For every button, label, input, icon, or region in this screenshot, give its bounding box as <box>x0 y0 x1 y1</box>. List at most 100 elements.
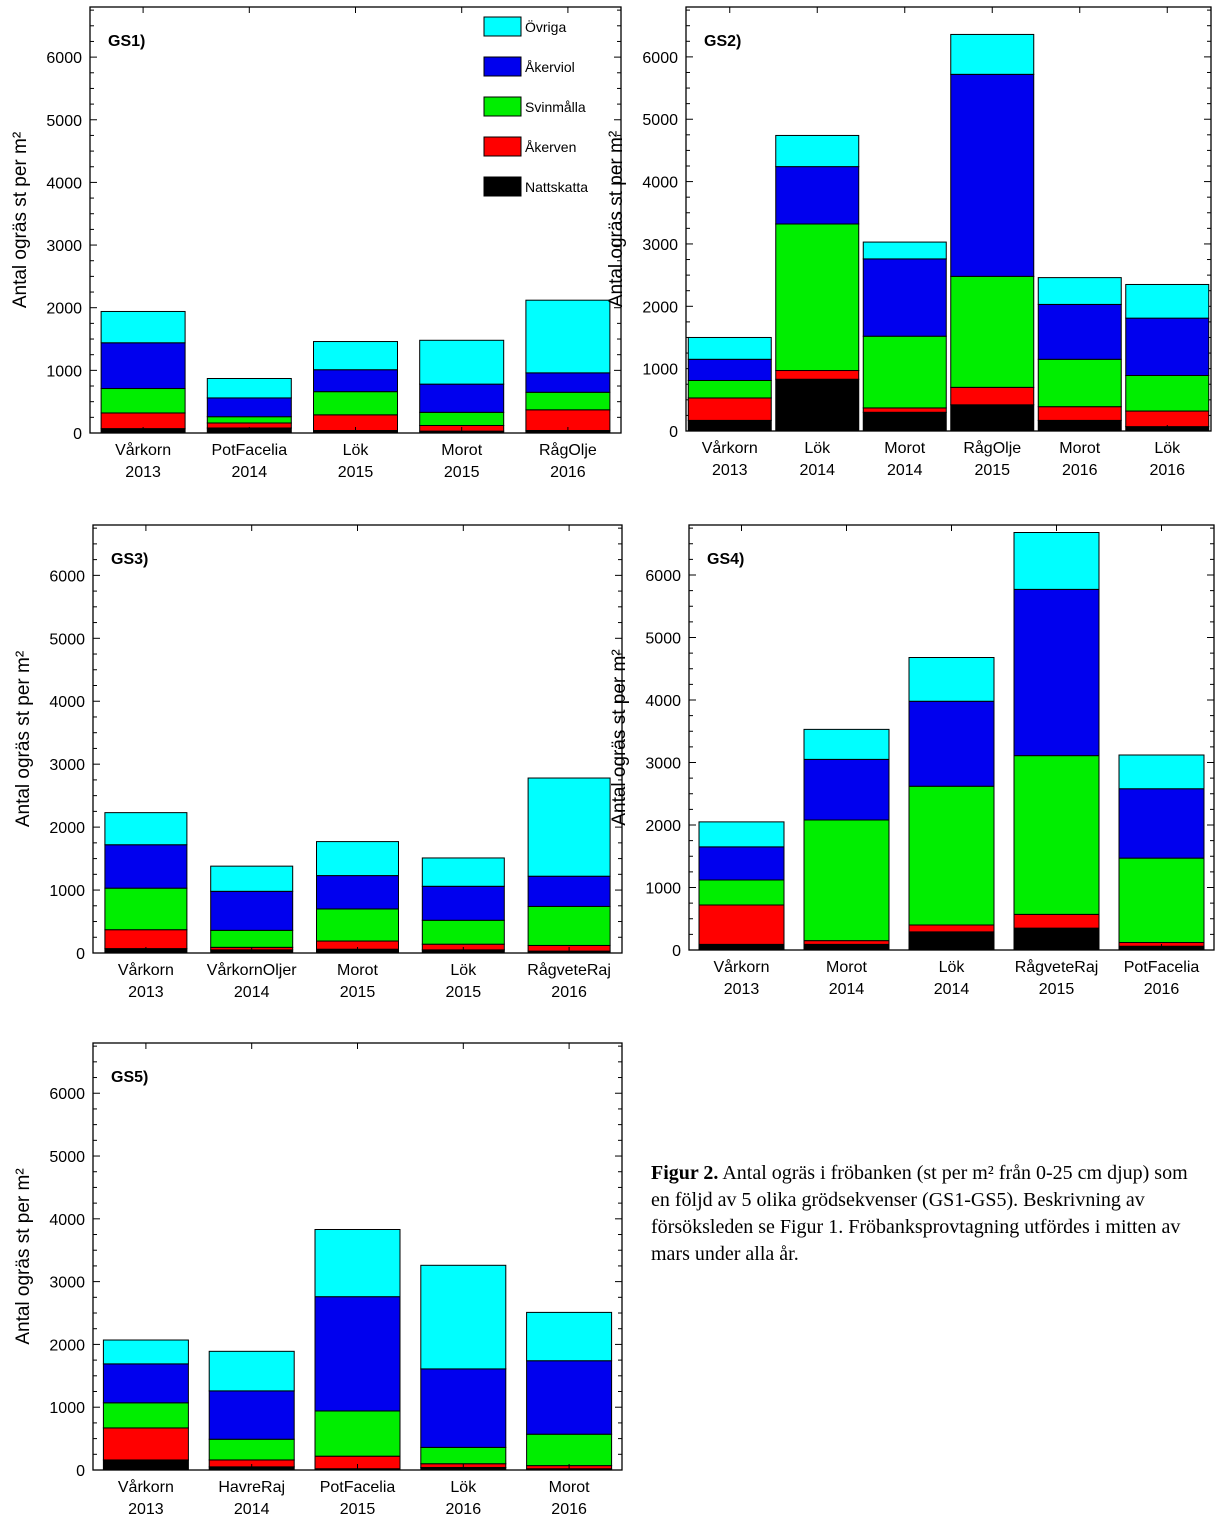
bar-segment-svinmålla <box>419 411 505 426</box>
y-tick-label: 0 <box>73 426 82 443</box>
bar-segment-övriga <box>1118 754 1205 790</box>
panel-title: GS1) <box>108 33 145 50</box>
chart-panel-4: 0 1000 2000 3000 4000 5000 6000 Antal ogräs st … <box>609 524 1215 998</box>
bar-segment-övriga <box>908 657 995 702</box>
bar-segment-svinmålla <box>525 391 611 411</box>
y-axis-label: Antal ogräs st per m² <box>10 132 31 308</box>
x-tick-label: Lök <box>450 1479 477 1496</box>
legend-label: Svinmålla <box>525 99 586 115</box>
x-tick-label-year: 2016 <box>550 464 586 481</box>
bar-segment-åkerven <box>803 940 890 945</box>
x-tick-label-year: 2016 <box>446 1501 482 1518</box>
y-tick-label: 1000 <box>642 362 678 379</box>
y-tick-label: 2000 <box>49 820 85 837</box>
y-tick-label: 2000 <box>46 301 82 318</box>
bar-segment-åkerviol <box>210 890 294 931</box>
legend-swatch-svinmålla <box>483 96 522 117</box>
bar-segment-övriga <box>314 1228 401 1298</box>
bar-segment-svinmålla <box>526 1433 613 1467</box>
y-tick-label: 1000 <box>49 1400 85 1417</box>
bar-segment-åkerviol <box>313 369 398 393</box>
y-tick-label: 4000 <box>642 175 678 192</box>
x-tick-label-year: 2015 <box>1039 981 1075 998</box>
bar-segment-åkerviol <box>1125 317 1210 377</box>
x-tick-label: RågOlje <box>963 439 1021 457</box>
bar-segment-åkerven <box>862 407 947 413</box>
bar-segment-övriga <box>525 299 611 374</box>
legend-label: Åkerviol <box>525 59 575 75</box>
bar-segment-övriga <box>419 339 505 385</box>
bar-segment-svinmålla <box>1037 358 1122 408</box>
y-tick-label: 5000 <box>645 631 681 648</box>
x-tick-label-year: 2014 <box>232 464 268 481</box>
y-tick-label: 1000 <box>49 883 85 900</box>
y-axis-label: Antal ogräs st per m² <box>13 1168 34 1344</box>
y-tick-label: 6000 <box>46 50 82 67</box>
bar-segment-övriga <box>313 341 398 371</box>
bar-segment-nattskatta <box>775 378 860 432</box>
bar-segment-åkerviol <box>803 758 890 821</box>
y-tick-label: 6000 <box>49 568 85 585</box>
bar-segment-åkerviol <box>420 1368 507 1448</box>
x-tick-label: Vårkorn <box>713 958 769 976</box>
bar-segment-åkerviol <box>1037 303 1122 360</box>
bar-segment-åkerviol <box>104 844 188 889</box>
x-tick-label: Lök <box>804 440 831 457</box>
bar-segment-svinmålla <box>908 785 995 926</box>
x-tick-label: HavreRaj <box>218 1479 285 1496</box>
y-axis-label: Antal ogräs st per m² <box>609 649 630 825</box>
panel-title: GS2) <box>704 33 741 50</box>
y-tick-label: 6000 <box>49 1086 85 1103</box>
bar-segment-åkerviol <box>527 875 611 907</box>
bar-segment-svinmålla <box>210 929 294 948</box>
legend-swatch-åkerven <box>483 136 522 157</box>
bar-segment-svinmålla <box>950 275 1035 388</box>
bar-segment-övriga <box>687 336 772 360</box>
y-tick-label: 2000 <box>49 1337 85 1354</box>
bar-segment-övriga <box>100 310 186 344</box>
bar-segment-svinmålla <box>1118 857 1205 943</box>
caption-text: Antal ogräs i fröbanken (st per m² från … <box>651 1162 1188 1265</box>
bar-segment-övriga <box>862 241 947 260</box>
y-axis-label: Antal ogräs st per m² <box>606 131 627 307</box>
chart-panel-5: 0 1000 2000 3000 4000 5000 6000 Antal ogräs st … <box>13 1042 623 1518</box>
x-tick-label-year: 2013 <box>128 1501 164 1518</box>
y-tick-label: 3000 <box>642 237 678 254</box>
bar-segment-åkerviol <box>419 383 505 413</box>
bar-segment-svinmålla <box>208 1438 295 1461</box>
bar-segment-övriga <box>420 1264 507 1370</box>
bar-segment-åkerviol <box>421 885 505 921</box>
chart-panel-1: 0 1000 2000 3000 4000 5000 6000 Antal ogräs st … <box>10 6 622 481</box>
y-axis-label: Antal ogräs st per m² <box>13 651 34 827</box>
x-tick-label-year: 2015 <box>444 464 480 481</box>
x-tick-label: Morot <box>1059 440 1100 457</box>
bar-segment-svinmålla <box>313 391 398 416</box>
x-tick-label: Morot <box>826 959 867 976</box>
bar-segment-åkerviol <box>775 166 860 225</box>
x-tick-label: Morot <box>549 1479 590 1496</box>
y-tick-label: 1000 <box>645 881 681 898</box>
legend-label: Åkerven <box>525 139 576 155</box>
bar-segment-övriga <box>316 841 399 877</box>
panel-title: GS4) <box>707 551 744 568</box>
x-tick-label: RågveteRaj <box>527 961 611 979</box>
bar-segment-åkerviol <box>908 700 995 787</box>
x-tick-label-year: 2014 <box>799 462 835 479</box>
y-tick-label: 4000 <box>49 1212 85 1229</box>
bar-segment-åkerviol <box>208 1390 295 1440</box>
x-tick-label-year: 2013 <box>712 462 748 479</box>
bar-segment-övriga <box>698 821 785 848</box>
bar-segment-svinmålla <box>100 388 186 414</box>
panel-title: GS3) <box>111 551 148 568</box>
y-tick-label: 5000 <box>49 1149 85 1166</box>
bar-segment-åkerviol <box>687 358 772 381</box>
y-tick-label: 4000 <box>49 694 85 711</box>
bar-segment-åkerven <box>1125 410 1210 428</box>
bar-segment-åkerviol <box>316 875 399 910</box>
bar-segment-svinmålla <box>803 819 890 942</box>
y-tick-label: 0 <box>76 946 85 963</box>
y-tick-label: 4000 <box>46 175 82 192</box>
x-tick-label: Lök <box>450 962 477 979</box>
bar-segment-åkerviol <box>862 258 947 337</box>
